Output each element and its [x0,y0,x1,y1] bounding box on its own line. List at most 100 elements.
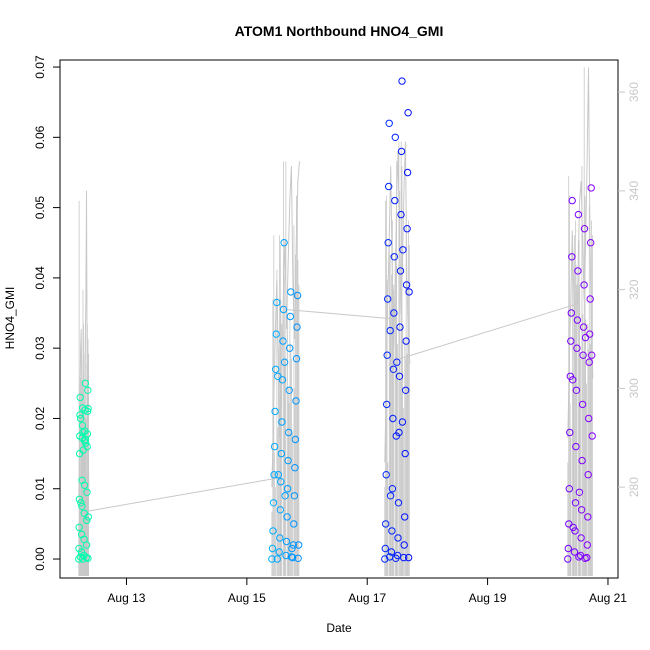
data-point [397,210,405,219]
data-point [84,386,92,394]
data-points [75,77,596,563]
data-point [385,119,393,128]
data-point [283,513,291,521]
data-point [403,168,412,177]
data-point [580,225,589,233]
secondary-line [567,67,594,438]
data-point [77,499,85,507]
data-point [578,456,586,465]
data-point [400,541,408,549]
data-point [286,344,294,352]
y-tick-label: 0.07 [33,55,47,79]
data-point [565,520,573,528]
secondary-connector [399,303,576,360]
data-point [390,309,398,317]
data-point [79,446,87,454]
data-point [76,414,85,423]
data-point [402,337,410,345]
data-point [401,449,409,458]
data-point [284,456,292,465]
data-point [81,435,90,444]
x-tick-label: Aug 13 [107,591,145,605]
data-point [382,471,390,479]
data-point [564,544,572,553]
data-point [286,312,294,321]
data-point [383,351,391,359]
data-point [78,434,86,442]
data-point [564,555,572,563]
data-point [76,553,85,561]
y2-tick-label: 360 [627,82,641,102]
data-point [572,442,580,451]
data-point [584,513,592,521]
data-point [278,376,287,384]
data-point [285,428,293,437]
data-point [276,534,284,542]
data-point [78,421,87,430]
data-point [291,464,299,472]
data-point [268,544,277,553]
data-point [285,386,293,394]
x-tick-label: Aug 19 [469,591,507,605]
data-point [289,541,297,549]
data-point [75,544,83,553]
data-point [268,555,276,563]
data-point [396,267,405,275]
data-point [276,506,284,514]
data-point [381,544,389,553]
data-point [575,553,583,561]
data-point [78,476,86,484]
data-point [577,534,585,542]
y-tick-label: 0.06 [33,125,47,149]
data-point [394,499,403,507]
data-point [84,554,92,562]
data-point [75,495,84,503]
y-axis-label: HNO4_GMI [3,287,17,350]
y-tick-label: 0.01 [33,477,47,501]
data-point [577,506,586,514]
data-point [584,471,592,479]
y-tick-label: 0.04 [33,266,47,290]
data-point [294,554,302,562]
data-point [386,553,394,561]
data-point [384,239,392,247]
data-point [290,520,298,528]
plot-frame [59,59,619,579]
data-point [569,376,577,384]
data-point [391,133,399,142]
data-point [83,516,91,525]
data-point [83,488,91,496]
data-point [395,372,404,380]
data-point [387,548,396,556]
data-point [398,418,407,426]
x-axis: Aug 13 Aug 15 Aug 17 Aug 19 Aug 21 [107,578,627,605]
data-point [287,288,295,296]
data-point [293,323,301,331]
data-point [404,109,412,117]
data-point [574,210,583,219]
data-point [572,386,581,394]
data-point [573,344,581,352]
data-point [587,184,595,192]
data-point [392,432,400,440]
data-point [272,330,280,338]
secondary-series [78,67,594,577]
data-point [79,555,87,563]
data-point [570,548,579,556]
chart-title: ATOM1 Northbound HNO4_GMI [235,23,444,39]
x-tick-label: Aug 17 [348,591,386,605]
data-point [583,541,591,549]
data-point [397,147,406,156]
data-point [394,534,402,542]
data-point [403,225,411,233]
data-point [568,196,576,205]
data-point [585,358,593,366]
data-point [274,471,283,479]
data-point [396,323,404,331]
data-point [569,523,577,532]
data-point [388,527,396,535]
data-point [383,400,391,409]
data-point [391,196,399,205]
data-point [404,553,413,562]
data-point [273,298,281,307]
